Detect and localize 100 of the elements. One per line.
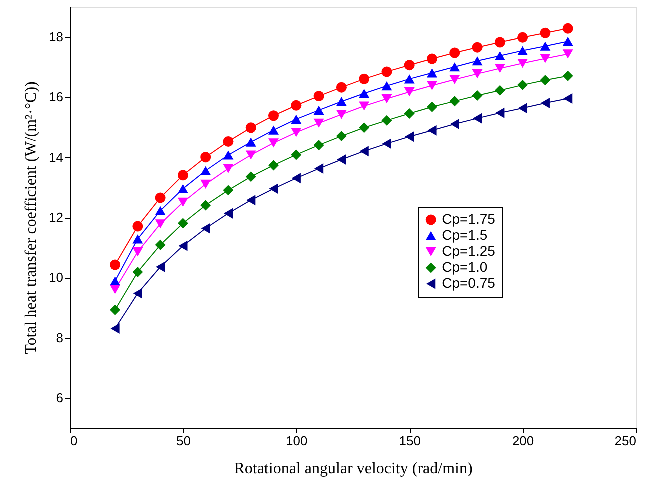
point: [494, 85, 506, 96]
point: [314, 106, 324, 115]
point: [178, 218, 188, 229]
point: [292, 173, 301, 184]
point: [428, 125, 437, 136]
point: [562, 50, 574, 59]
y-axis-title: Total heat transfer coefficient (W/(m²·°C)): [23, 82, 40, 354]
point: [494, 64, 506, 74]
point: [426, 81, 438, 90]
point: [178, 240, 188, 252]
point: [518, 80, 528, 90]
point: [404, 74, 415, 84]
x-tick-label: 150: [399, 434, 421, 448]
point: [156, 262, 166, 272]
point: [404, 88, 415, 97]
point: [155, 240, 166, 250]
point: [426, 54, 438, 64]
point: [382, 66, 392, 78]
x-tick-label: 200: [512, 434, 534, 448]
point: [472, 113, 482, 124]
point: [359, 89, 370, 98]
point: [564, 93, 573, 104]
point: [450, 75, 460, 84]
point: [155, 206, 166, 216]
point: [314, 118, 324, 128]
point: [450, 96, 460, 107]
point: [472, 90, 483, 101]
point: [336, 131, 347, 142]
point: [562, 37, 574, 46]
point: [336, 110, 347, 120]
point: [178, 198, 188, 208]
point: [426, 68, 438, 78]
point: [472, 42, 483, 53]
legend-label: Cp=1.25: [442, 242, 496, 259]
point: [518, 58, 528, 68]
point: [540, 54, 551, 64]
point: [496, 108, 505, 118]
x-tick-label: 50: [176, 434, 191, 448]
point: [314, 91, 324, 102]
point: [426, 102, 438, 112]
point: [337, 154, 346, 166]
point: [494, 37, 506, 48]
point: [382, 115, 392, 126]
point: [291, 128, 302, 138]
point: [562, 23, 574, 34]
point: [494, 51, 506, 61]
point: [178, 184, 188, 194]
point: [291, 150, 302, 160]
point: [472, 70, 483, 79]
point: [268, 110, 280, 122]
point: [382, 138, 392, 150]
point: [246, 138, 256, 147]
point: [450, 48, 460, 58]
point: [110, 304, 121, 316]
point: [132, 266, 144, 278]
point: [246, 150, 256, 160]
x-axis-title: Rotational angular velocity (rad/min): [234, 460, 473, 478]
point: [518, 32, 528, 43]
point: [450, 62, 460, 72]
legend-label: Cp=1.0: [442, 258, 488, 275]
point: [223, 136, 234, 147]
point: [404, 60, 415, 71]
legend-label: Cp=1.5: [442, 226, 488, 243]
x-tick-label: 0: [70, 434, 78, 448]
point: [201, 223, 210, 234]
point: [404, 108, 415, 119]
point: [359, 102, 370, 111]
point: [472, 56, 483, 66]
point: [110, 260, 121, 270]
point: [200, 200, 212, 211]
point: [178, 170, 188, 181]
point: [314, 140, 324, 151]
point: [540, 98, 550, 108]
point: [336, 97, 347, 106]
point: [268, 160, 280, 171]
point: [246, 195, 256, 206]
y-tick-label: 8: [56, 330, 64, 346]
point: [359, 122, 370, 134]
point: [200, 180, 212, 189]
point: [155, 220, 166, 229]
point: [291, 100, 302, 111]
point: [268, 138, 280, 148]
point: [382, 82, 392, 91]
point: [133, 288, 142, 299]
point: [518, 46, 528, 56]
point: [223, 185, 234, 196]
point: [223, 150, 234, 160]
point: [291, 114, 302, 124]
point: [224, 208, 234, 219]
point: [268, 126, 280, 135]
point: [200, 166, 212, 176]
point: [200, 152, 212, 163]
point: [540, 75, 551, 86]
point: [269, 184, 278, 194]
y-tick-label: 16: [49, 90, 64, 105]
point: [132, 234, 144, 244]
point: [540, 28, 551, 38]
point: [223, 164, 234, 174]
point: [382, 94, 392, 104]
x-tick-label: 250: [614, 434, 636, 448]
